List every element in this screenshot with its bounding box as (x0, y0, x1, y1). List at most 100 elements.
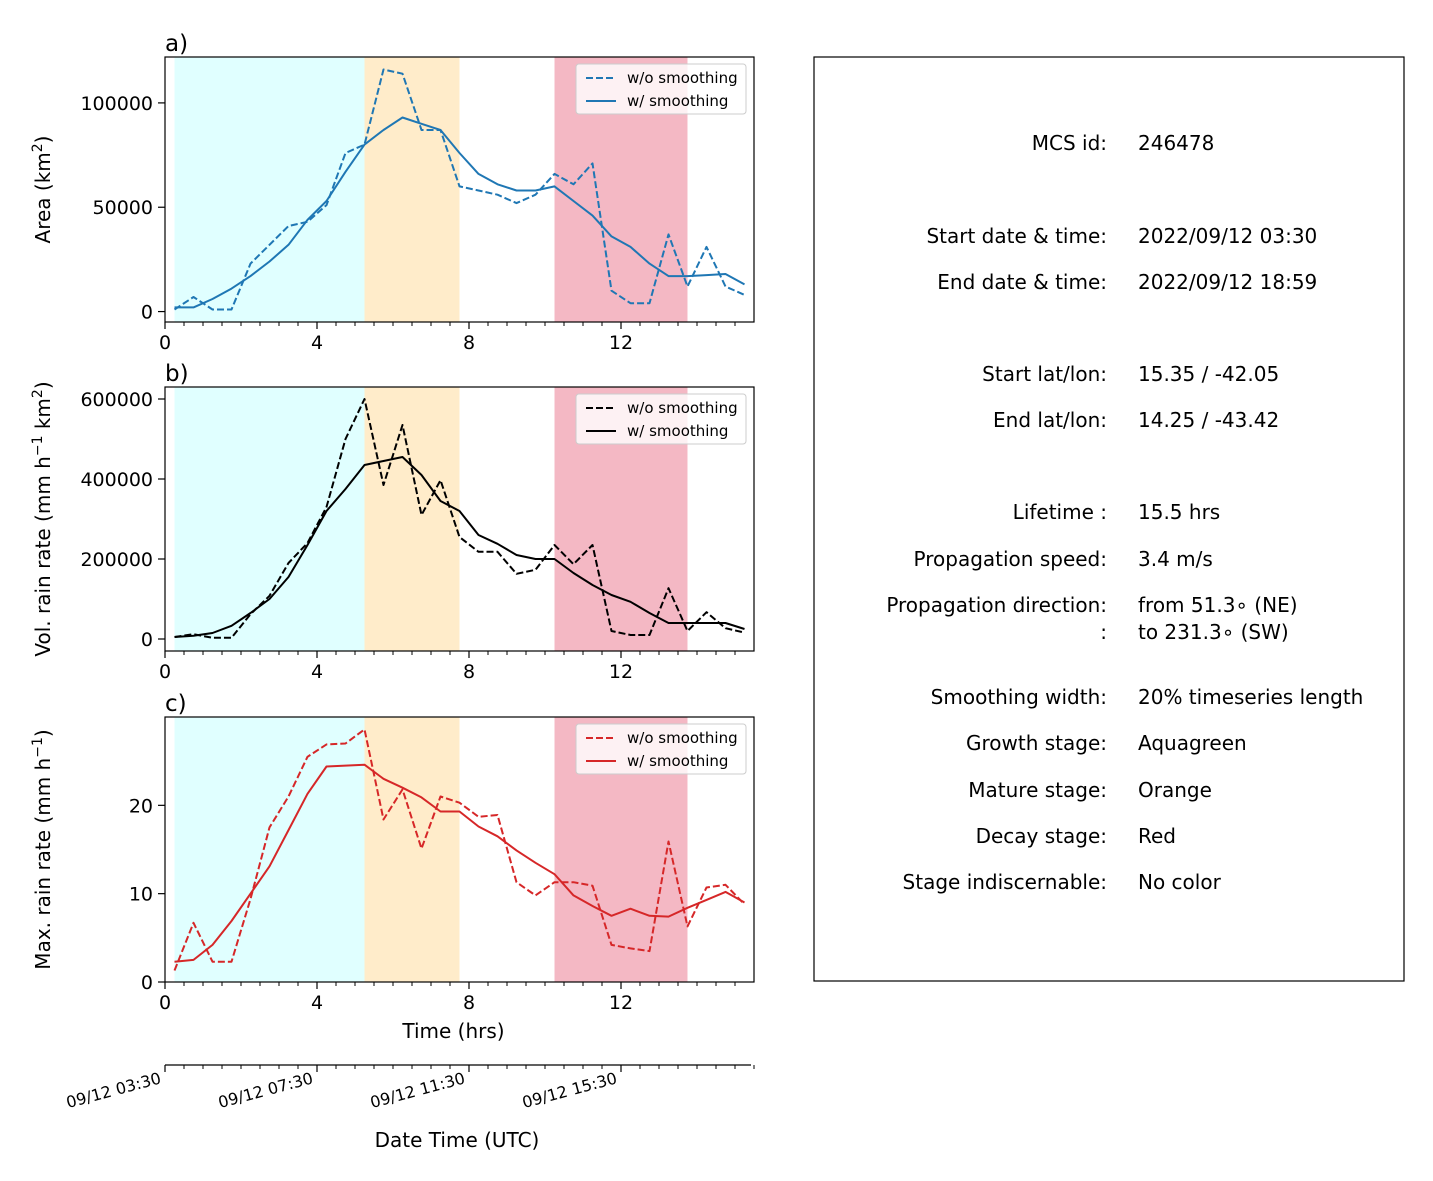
x-tick-label: 0 (159, 992, 171, 1014)
label-part: km (31, 398, 55, 435)
info-panel-frame (813, 56, 1405, 982)
info-label: MCS id: (1032, 131, 1107, 155)
stage-band-1 (174, 57, 365, 322)
y-axis-label: Vol. rain rate (mm h−1 km2) (30, 381, 55, 656)
info-value: 246478 (1138, 131, 1214, 155)
panel-label: a) (165, 31, 188, 57)
panel-label: c) (165, 691, 187, 717)
info-row: Lifetime : 15.5 hrs (1013, 500, 1221, 524)
date-axis: 09/12 03:30 09/12 07:30 09/12 11:30 09/12 1… (64, 1064, 755, 1152)
info-label: Lifetime : (1013, 500, 1107, 524)
y-tick-label: 0 (141, 972, 153, 994)
info-value: Orange (1138, 778, 1212, 802)
info-row: Propagation speed: 3.4 m/s (914, 547, 1213, 571)
legend-box (575, 723, 747, 775)
info-row: Stage indiscernable: No color (903, 870, 1222, 894)
label-part: Vol. rain rate (mm h (31, 456, 55, 657)
legend-entry: w/o smoothing (627, 729, 738, 747)
info-row: Decay stage: Red (976, 824, 1176, 848)
chart-panel-1: 0 4 8 12 0 50000 100000 a) Area (km2) w/o smoothi… (30, 31, 755, 354)
series-line-smoothed (174, 763, 745, 963)
chart-panel-3: 0 4 8 12 0 10 20 c) Max. rain rate (mm h−1) Time … (30, 691, 755, 1043)
info-label: Growth stage: (966, 731, 1107, 755)
series-line-smoothed (174, 456, 745, 638)
legend-entry: w/ smoothing (627, 752, 728, 770)
plot-frame (164, 386, 755, 652)
info-row: MCS id: 246478 (1032, 131, 1215, 155)
info-label: Start lat/lon: (982, 362, 1107, 386)
legend: w/o smoothing w/ smoothing (575, 393, 747, 445)
info-row: : to 231.3∘ (SW) (1100, 620, 1288, 644)
label-part: Max. rain rate (mm h (31, 758, 55, 970)
info-label: : (1100, 620, 1107, 644)
x-tick-label: 12 (609, 661, 633, 683)
info-row: Propagation direction: from 51.3∘ (NE) (886, 593, 1297, 617)
legend-box (575, 393, 747, 445)
y-tick-label: 10 (129, 884, 153, 906)
y-tick-label: 50000 (93, 197, 153, 219)
date-tick-label: 09/12 03:30 (64, 1069, 163, 1113)
y-tick-label: 0 (141, 629, 153, 651)
info-row: Smoothing width: 20% timeseries length (931, 685, 1364, 709)
x-tick-label: 8 (463, 992, 475, 1014)
y-tick-label: 100000 (80, 93, 153, 115)
label-part: ) (31, 729, 55, 737)
info-value: 2022/09/12 03:30 (1138, 224, 1317, 248)
legend-entry: w/o smoothing (627, 399, 738, 417)
info-value: 15.5 hrs (1138, 500, 1220, 524)
series-line-raw (173, 728, 746, 971)
superscript: −1 (30, 436, 46, 457)
superscript: 2 (30, 143, 46, 152)
superscript: −1 (30, 737, 46, 758)
legend-entry: w/o smoothing (627, 69, 738, 87)
y-tick-label: 200000 (80, 549, 153, 571)
info-label: Propagation speed: (914, 547, 1107, 571)
info-label: Propagation direction: (886, 593, 1107, 617)
y-tick-label: 20 (129, 795, 153, 817)
y-axis-label: Max. rain rate (mm h−1) (30, 729, 55, 969)
x-tick-label: 0 (159, 332, 171, 354)
date-tick-label: 09/12 11:30 (368, 1069, 467, 1113)
info-panel: MCS id: 246478 Start date & time: 2022/09/1… (813, 56, 1405, 982)
label-part: ) (31, 381, 55, 389)
info-row: Mature stage: Orange (968, 778, 1212, 802)
plot-frame (164, 56, 755, 323)
info-value: to 231.3∘ (SW) (1138, 620, 1289, 644)
label-part: Area (km (31, 152, 55, 243)
series-line-smoothed (174, 116, 745, 309)
info-label: Decay stage: (976, 824, 1107, 848)
panel-label: b) (165, 361, 189, 387)
info-value: 14.25 / -43.42 (1138, 408, 1279, 432)
x-tick-label: 0 (159, 661, 171, 683)
label-part: ) (31, 136, 55, 144)
info-row: Growth stage: Aquagreen (966, 731, 1247, 755)
stage-band-1 (174, 717, 365, 982)
x-tick-label: 4 (311, 992, 323, 1014)
superscript: 2 (30, 389, 46, 398)
y-tick-label: 0 (141, 302, 153, 324)
legend: w/o smoothing w/ smoothing (575, 723, 747, 775)
info-label: Mature stage: (968, 778, 1107, 802)
info-value: 15.35 / -42.05 (1138, 362, 1279, 386)
info-label: Start date & time: (926, 224, 1107, 248)
info-value: 3.4 m/s (1138, 547, 1213, 571)
series-line-raw (174, 398, 745, 639)
info-row: Start lat/lon: 15.35 / -42.05 (982, 362, 1279, 386)
legend-box (575, 63, 747, 115)
date-tick-label: 09/12 15:30 (520, 1069, 619, 1113)
series-line-raw (173, 68, 745, 311)
stage-band-2 (364, 57, 460, 322)
chart-panel-2: 0 4 8 12 0 200000 400000 600000 b) Vol. rain rate… (30, 361, 755, 683)
stage-band-1 (174, 387, 365, 651)
x-axis-label: Time (hrs) (401, 1019, 504, 1043)
info-row: End date & time: 2022/09/12 18:59 (937, 270, 1317, 294)
y-tick-label: 600000 (80, 389, 153, 411)
y-axis-label: Area (km2) (30, 136, 55, 244)
info-value: 20% timeseries length (1138, 685, 1363, 709)
x-tick-label: 4 (311, 661, 323, 683)
x-tick-label: 12 (609, 992, 633, 1014)
info-label: Smoothing width: (931, 685, 1107, 709)
date-tick-label: 09/12 07:30 (216, 1069, 315, 1113)
stage-band-2 (364, 717, 460, 982)
